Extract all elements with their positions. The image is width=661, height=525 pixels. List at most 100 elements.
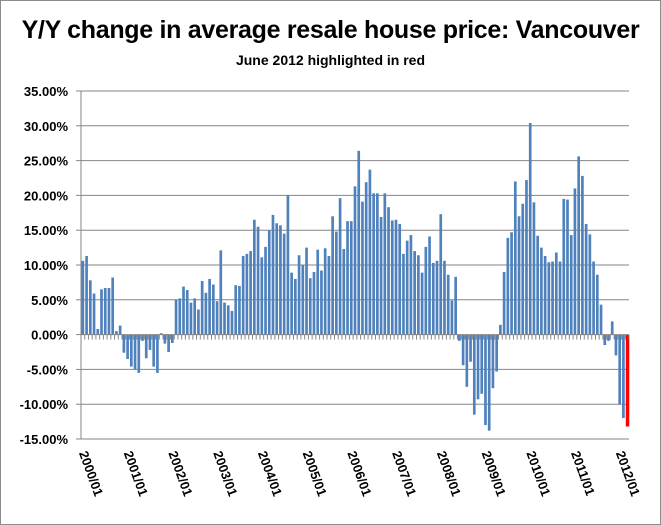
bar bbox=[178, 298, 182, 335]
bar bbox=[595, 274, 599, 335]
bar bbox=[260, 257, 264, 335]
bar bbox=[312, 271, 316, 335]
bar bbox=[372, 193, 375, 335]
bar bbox=[167, 334, 170, 352]
bar bbox=[584, 223, 588, 335]
bar bbox=[491, 334, 495, 389]
bar bbox=[409, 235, 413, 335]
chart-title: Y/Y change in average resale house price… bbox=[21, 16, 640, 44]
x-tick-label: 2007/01 bbox=[389, 449, 419, 498]
bar bbox=[450, 300, 454, 335]
bar bbox=[402, 253, 405, 335]
bar bbox=[294, 278, 297, 335]
bar bbox=[100, 289, 103, 335]
bar bbox=[379, 216, 383, 335]
bar bbox=[249, 251, 252, 335]
bar bbox=[376, 193, 379, 335]
y-tick-label: -15.00% bbox=[20, 432, 69, 447]
bar bbox=[170, 334, 174, 343]
bar bbox=[107, 287, 111, 335]
bar bbox=[499, 324, 502, 335]
bar bbox=[487, 334, 491, 431]
bar bbox=[111, 277, 115, 335]
bar bbox=[267, 230, 271, 335]
bar bbox=[156, 334, 159, 373]
bar bbox=[81, 260, 85, 335]
bar bbox=[469, 334, 472, 362]
bar bbox=[174, 299, 178, 335]
bar bbox=[581, 175, 584, 335]
bar bbox=[335, 231, 338, 335]
bar bbox=[301, 265, 305, 335]
bar bbox=[290, 272, 293, 335]
bar bbox=[394, 219, 398, 335]
bar bbox=[357, 150, 361, 335]
x-tick-label: 2006/01 bbox=[344, 449, 374, 498]
bar bbox=[241, 255, 245, 335]
bar bbox=[327, 255, 331, 335]
y-tick-label: 0.00% bbox=[31, 328, 68, 343]
x-axis-tick-labels: 2000/01 2001/01 2002/01 2003/01 2004/01 2005/… bbox=[76, 449, 643, 498]
x-tick-label: 2009/01 bbox=[479, 449, 509, 498]
bar bbox=[152, 334, 156, 367]
bar bbox=[197, 309, 200, 335]
bar bbox=[603, 334, 607, 346]
bar bbox=[182, 286, 185, 335]
bar bbox=[443, 260, 446, 335]
bar bbox=[338, 198, 342, 335]
bar bbox=[223, 302, 226, 335]
bar bbox=[513, 181, 517, 335]
bar bbox=[431, 262, 435, 335]
bar bbox=[323, 248, 327, 335]
bar bbox=[532, 202, 536, 335]
bar bbox=[454, 276, 457, 335]
bar bbox=[387, 207, 390, 335]
y-tick-label: 15.00% bbox=[24, 223, 69, 238]
bar bbox=[558, 261, 562, 335]
x-tick-label: 2005/01 bbox=[300, 449, 330, 498]
x-tick-label: 2008/01 bbox=[434, 449, 464, 498]
x-tick-label: 2012/01 bbox=[613, 449, 643, 498]
bar bbox=[92, 293, 96, 335]
bar bbox=[495, 334, 498, 372]
bar bbox=[607, 334, 610, 341]
x-tick-label: 2000/01 bbox=[76, 449, 106, 498]
bar bbox=[506, 237, 510, 335]
y-axis-tick-labels: 35.00% 30.00% 25.00% 20.00% 15.00% 10.00% 5.00… bbox=[20, 84, 69, 447]
x-tick-label: 2003/01 bbox=[210, 449, 240, 498]
bar bbox=[577, 156, 581, 335]
bar bbox=[461, 334, 465, 366]
bar bbox=[551, 261, 554, 335]
bar bbox=[476, 334, 480, 400]
x-tick-label: 2011/01 bbox=[568, 449, 598, 498]
bar bbox=[346, 221, 349, 335]
bar bbox=[286, 195, 290, 335]
highlighted-bar bbox=[625, 334, 630, 427]
bar bbox=[234, 285, 238, 335]
bar bbox=[85, 255, 88, 335]
bar bbox=[566, 199, 569, 335]
bar bbox=[305, 247, 308, 335]
bar bbox=[540, 247, 543, 335]
bar bbox=[238, 285, 241, 335]
bar bbox=[219, 250, 223, 335]
y-tick-label: 20.00% bbox=[24, 188, 69, 203]
x-tick-label: 2002/01 bbox=[165, 449, 195, 498]
bar bbox=[622, 334, 625, 419]
bar bbox=[484, 334, 487, 426]
bar bbox=[282, 233, 286, 335]
bar bbox=[137, 334, 141, 373]
x-tick-label: 2004/01 bbox=[255, 449, 285, 498]
bar bbox=[543, 255, 547, 335]
bar bbox=[364, 182, 368, 335]
bar bbox=[279, 225, 282, 335]
bar bbox=[528, 123, 532, 335]
bar bbox=[458, 334, 461, 341]
bar bbox=[118, 325, 122, 335]
bars bbox=[81, 123, 630, 431]
bar bbox=[200, 281, 204, 335]
bar bbox=[126, 334, 129, 359]
bar bbox=[96, 329, 100, 335]
